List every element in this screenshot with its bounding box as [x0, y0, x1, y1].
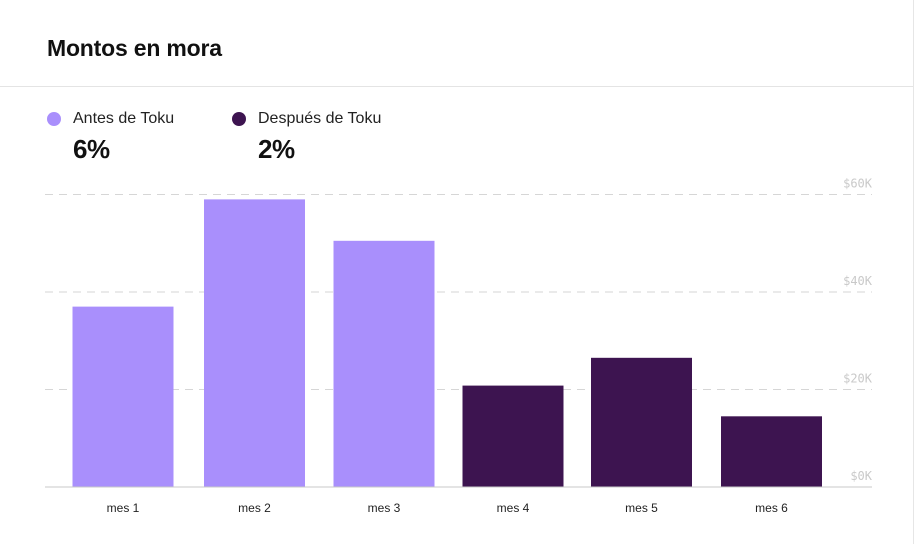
bar [721, 416, 822, 487]
x-tick-label: mes 6 [755, 501, 788, 515]
y-tick-label: $60K [843, 177, 873, 191]
bar [204, 199, 305, 487]
y-tick-label: $40K [843, 274, 873, 288]
bar [333, 240, 435, 487]
legend-item-antes: Antes de Toku 6% [47, 110, 174, 165]
x-tick-label: mes 3 [368, 501, 401, 515]
y-tick-label: $0K [850, 469, 872, 483]
legend-dot-despues [232, 112, 246, 126]
x-tick-label: mes 5 [625, 501, 658, 515]
axes: $0K $20K $40K $60K mes 1 mes 2 mes 3 mes 4 mes 5… [45, 177, 873, 515]
bar [72, 306, 174, 487]
x-tick-label: mes 1 [107, 501, 140, 515]
x-tick-label: mes 4 [497, 501, 530, 515]
legend-value-antes: 6% [73, 134, 110, 164]
bars [72, 199, 822, 487]
y-tick-label: $20K [843, 372, 873, 386]
legend-label-antes: Antes de Toku [73, 110, 175, 127]
grid-lines [45, 194, 872, 390]
legend-label-despues: Después de Toku [258, 110, 382, 127]
x-tick-label: mes 2 [238, 501, 271, 515]
card-title: Montos en mora [47, 35, 222, 61]
card-header: Montos en mora [0, 0, 913, 87]
bar [462, 385, 564, 487]
bar [591, 357, 692, 487]
legend-value-despues: 2% [258, 134, 295, 164]
legend-item-despues: Después de Toku 2% [232, 110, 381, 165]
legend-dot-antes [47, 112, 61, 126]
